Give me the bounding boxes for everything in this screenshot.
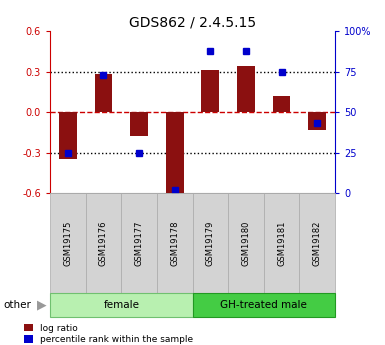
Bar [192, 293, 335, 317]
Text: GSM19181: GSM19181 [277, 220, 286, 266]
Bar [228, 193, 264, 293]
Bar [121, 193, 157, 293]
Text: GSM19178: GSM19178 [170, 220, 179, 266]
Bar [237, 66, 255, 112]
Text: GSM19179: GSM19179 [206, 220, 215, 266]
Legend: log ratio, percentile rank within the sample: log ratio, percentile rank within the sa… [24, 324, 193, 344]
Bar [192, 193, 228, 293]
Bar [50, 293, 192, 317]
Bar [201, 70, 219, 112]
Text: female: female [103, 300, 139, 310]
Text: GSM19180: GSM19180 [241, 220, 250, 266]
Bar [50, 193, 85, 293]
Bar [157, 193, 192, 293]
Text: ▶: ▶ [37, 299, 46, 312]
Bar [264, 193, 300, 293]
Text: GSM19175: GSM19175 [64, 220, 72, 266]
Text: GSM19177: GSM19177 [135, 220, 144, 266]
Bar [130, 112, 148, 136]
Bar [85, 193, 121, 293]
Bar [300, 193, 335, 293]
Text: other: other [4, 300, 32, 310]
Bar [308, 112, 326, 130]
Text: GSM19182: GSM19182 [313, 220, 321, 266]
Text: GH-treated male: GH-treated male [220, 300, 307, 310]
Bar [273, 96, 290, 112]
Bar [166, 112, 184, 193]
Title: GDS862 / 2.4.5.15: GDS862 / 2.4.5.15 [129, 16, 256, 30]
Bar [59, 112, 77, 159]
Text: GSM19176: GSM19176 [99, 220, 108, 266]
Bar [95, 74, 112, 112]
